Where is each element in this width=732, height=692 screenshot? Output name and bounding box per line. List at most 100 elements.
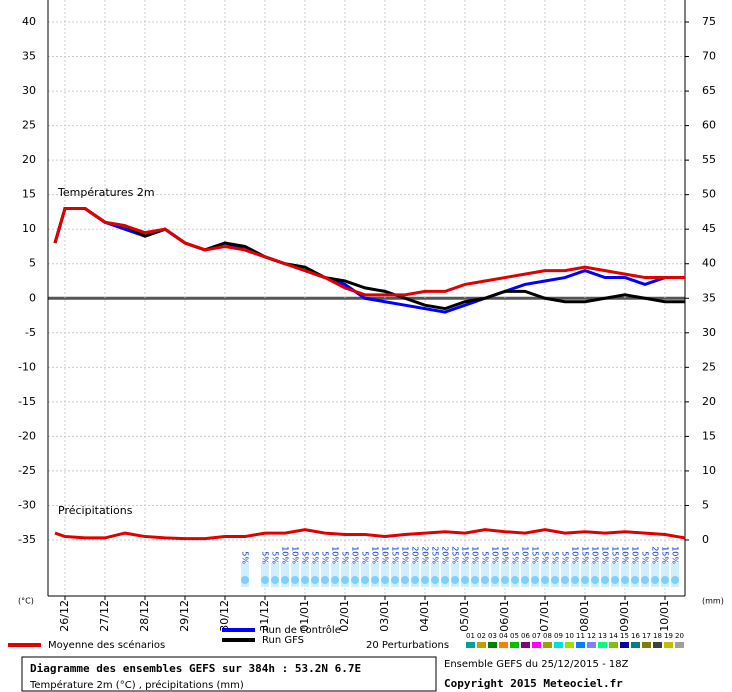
snow-icon — [601, 576, 609, 584]
perturbation-name: 05 — [510, 632, 519, 640]
snow-label: 10% — [281, 546, 290, 564]
x-tick-label: 07/01 — [538, 600, 551, 632]
y2-tick-label: 0 — [702, 533, 709, 546]
snow-label: 10% — [671, 546, 680, 564]
snow-label: 10% — [351, 546, 360, 564]
perturbation-name: 10 — [565, 632, 574, 640]
snow-label: 5% — [271, 551, 280, 564]
footer-box — [21, 656, 437, 692]
snow-bar — [311, 563, 319, 587]
y2-tick-label: 40 — [702, 257, 716, 270]
y-tick-label: -25 — [18, 464, 36, 477]
snow-label: 5% — [561, 551, 570, 564]
perturbation-swatch — [499, 642, 508, 648]
snow-label: 15% — [461, 546, 470, 564]
snow-bar — [561, 563, 569, 587]
perturbation-swatch — [510, 642, 519, 648]
snow-label: 5% — [511, 551, 520, 564]
snow-label: 10% — [371, 546, 380, 564]
snow-label: 25% — [451, 546, 460, 564]
snow-bar — [521, 563, 529, 587]
perturbation-swatch — [466, 642, 475, 648]
perturbation-name: 01 — [466, 632, 475, 640]
snow-icon — [341, 576, 349, 584]
x-tick-label: 10/01 — [658, 600, 671, 632]
y-tick-label: 10 — [22, 222, 36, 235]
snow-icon — [371, 576, 379, 584]
snow-bar — [281, 563, 289, 587]
y-tick-label: -20 — [18, 429, 36, 442]
perturbation-swatch — [598, 642, 607, 648]
snow-label: 25% — [431, 546, 440, 564]
snow-bar — [501, 563, 509, 587]
perturbation-swatch — [543, 642, 552, 648]
snow-label: 10% — [401, 546, 410, 564]
snow-label: 5% — [261, 551, 270, 564]
snow-bar — [291, 563, 299, 587]
snow-icon — [311, 576, 319, 584]
snow-icon — [291, 576, 299, 584]
snow-icon — [531, 576, 539, 584]
snow-icon — [611, 576, 619, 584]
snow-icon — [521, 576, 529, 584]
snow-bar — [651, 563, 659, 587]
y-tick-label: -5 — [25, 326, 36, 339]
x-tick-label: 08/01 — [578, 600, 591, 632]
footer-copyright: Copyright 2015 Meteociel.fr — [444, 677, 623, 690]
snow-icon — [411, 576, 419, 584]
snow-icon — [361, 576, 369, 584]
snow-label: 5% — [241, 551, 250, 564]
perturbation-swatch — [576, 642, 585, 648]
snow-bar — [661, 563, 669, 587]
snow-icon — [671, 576, 679, 584]
y2-tick-label: 5 — [702, 498, 709, 511]
snow-icon — [391, 576, 399, 584]
snow-label: 15% — [581, 546, 590, 564]
series-line — [54, 528, 686, 541]
snow-bar — [581, 563, 589, 587]
y2-tick-label: 35 — [702, 291, 716, 304]
x-tick-label: 06/01 — [498, 600, 511, 632]
snow-icon — [241, 576, 249, 584]
snow-icon — [651, 576, 659, 584]
snow-bar — [411, 563, 419, 587]
snow-label: 5% — [481, 551, 490, 564]
perturbation-name: 14 — [609, 632, 618, 640]
snow-bar — [341, 563, 349, 587]
snow-icon — [421, 576, 429, 584]
perturbation-swatch — [532, 642, 541, 648]
snow-label: 5% — [311, 551, 320, 564]
snow-bar — [551, 563, 559, 587]
snow-bar — [241, 563, 249, 587]
snow-icon — [581, 576, 589, 584]
snow-icon — [461, 576, 469, 584]
snow-label: 5% — [541, 551, 550, 564]
x-tick-label: 02/01 — [338, 600, 351, 632]
snow-label: 15% — [611, 546, 620, 564]
x-tick-label: 31/12 — [258, 600, 271, 632]
y2-tick-label: 10 — [702, 464, 716, 477]
snow-icon — [261, 576, 269, 584]
perturbation-swatch — [620, 642, 629, 648]
snow-icon — [561, 576, 569, 584]
snow-label: 20% — [411, 546, 420, 564]
perturbation-swatch — [554, 642, 563, 648]
perturbation-name: 13 — [598, 632, 607, 640]
y-tick-label: -30 — [18, 498, 36, 511]
snow-bar — [591, 563, 599, 587]
perturbation-swatch — [653, 642, 662, 648]
snow-label: 10% — [471, 546, 480, 564]
snow-label: 5% — [551, 551, 560, 564]
y-tick-label: -15 — [18, 395, 36, 408]
y-tick-label: -10 — [18, 360, 36, 373]
snow-icon — [441, 576, 449, 584]
y2-tick-label: 65 — [702, 84, 716, 97]
snow-icon — [641, 576, 649, 584]
y2-label: (mm) — [702, 597, 724, 606]
snow-label: 20% — [441, 546, 450, 564]
snow-label: 5% — [321, 551, 330, 564]
x-tick-label: 27/12 — [98, 600, 111, 632]
snow-bar — [421, 563, 429, 587]
snow-icon — [281, 576, 289, 584]
